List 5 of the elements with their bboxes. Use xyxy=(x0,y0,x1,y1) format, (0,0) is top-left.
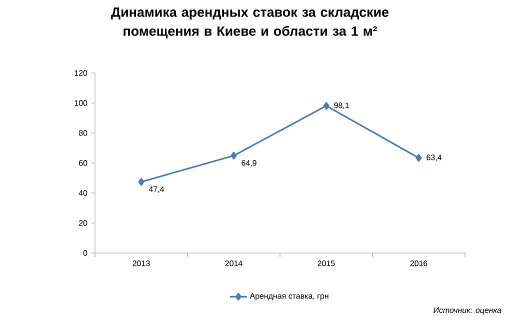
point xyxy=(138,178,144,186)
point xyxy=(323,102,330,110)
point xyxy=(416,154,422,162)
chart-title: Динамика арендных ставок за складские помещения в Киеве и области за 1 м² xyxy=(111,8,389,38)
point xyxy=(230,152,237,160)
